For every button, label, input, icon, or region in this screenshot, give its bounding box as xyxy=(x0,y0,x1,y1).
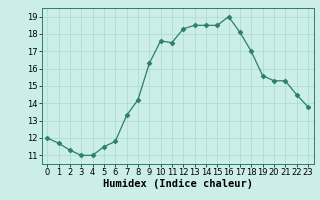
X-axis label: Humidex (Indice chaleur): Humidex (Indice chaleur) xyxy=(103,179,252,189)
